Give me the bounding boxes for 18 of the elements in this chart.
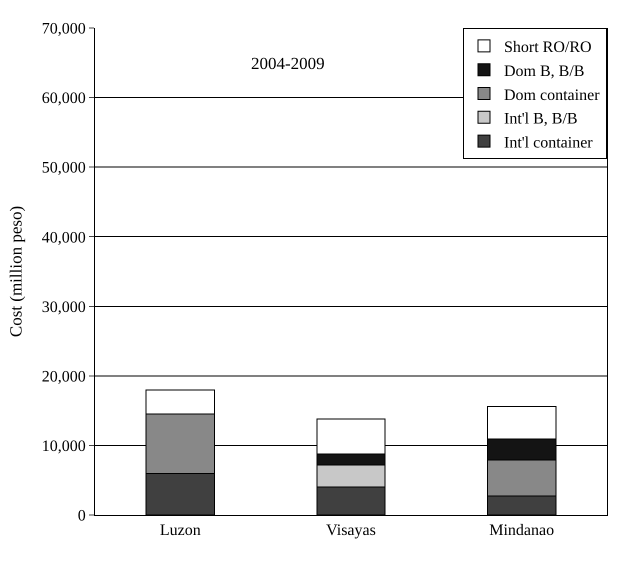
y-tick-label: 30,000 bbox=[42, 298, 86, 316]
y-tick-label: 70,000 bbox=[42, 20, 86, 38]
x-tick-label: Luzon bbox=[160, 522, 201, 540]
y-tick-label: 20,000 bbox=[42, 368, 86, 386]
legend-label: Dom B, B/B bbox=[504, 62, 584, 80]
y-tick-label: 50,000 bbox=[42, 160, 86, 177]
legend-label: Short RO/RO bbox=[504, 39, 592, 56]
y-tick-label: 60,000 bbox=[42, 90, 86, 108]
annotation: 2004-2009 bbox=[251, 54, 325, 73]
y-axis-title: Cost (million peso) bbox=[6, 206, 26, 338]
legend-label: Dom container bbox=[504, 86, 600, 104]
x-tick-label: Visayas bbox=[326, 522, 376, 540]
y-tick-label: 40,000 bbox=[42, 229, 86, 246]
y-tick-label: 0 bbox=[78, 508, 86, 525]
legend-label: Int'l B, B/B bbox=[504, 110, 578, 128]
y-tick-label: 10,000 bbox=[42, 438, 86, 456]
legend-label: Int'l container bbox=[504, 134, 594, 152]
x-tick-label: Mindanao bbox=[489, 522, 554, 540]
